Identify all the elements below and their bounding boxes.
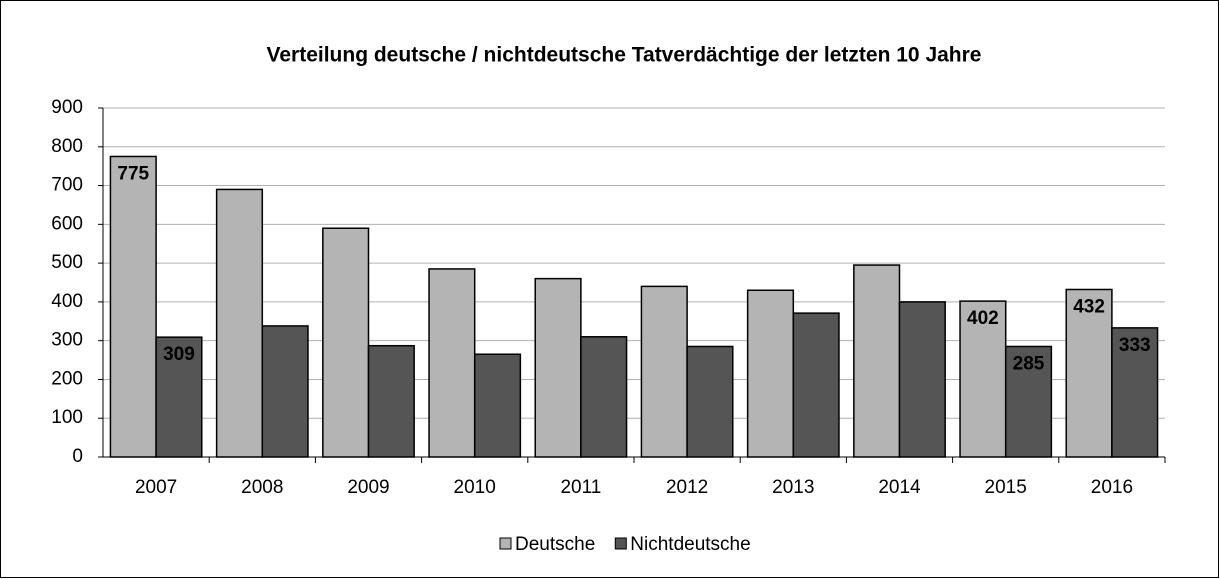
legend-label: Deutsche bbox=[515, 534, 595, 555]
chart-title: Verteilung deutsche / nichtdeutsche Tatv… bbox=[267, 44, 982, 67]
bar bbox=[109, 155, 157, 458]
bar bbox=[686, 345, 734, 458]
x-tick-label: 2012 bbox=[666, 477, 708, 498]
bar bbox=[898, 301, 946, 458]
bar bbox=[473, 353, 522, 458]
x-tick-label: 2011 bbox=[560, 477, 601, 498]
bar bbox=[1065, 288, 1113, 458]
bar bbox=[155, 336, 203, 458]
y-tick-label: 300 bbox=[51, 330, 83, 351]
x-tick-label: 2009 bbox=[347, 477, 389, 498]
bar bbox=[792, 312, 840, 458]
data-label: 432 bbox=[1073, 296, 1105, 317]
data-label: 333 bbox=[1119, 335, 1151, 356]
legend-swatch bbox=[614, 537, 627, 550]
bar bbox=[261, 325, 309, 458]
x-tick-label: 2007 bbox=[135, 477, 177, 498]
x-tick-label: 2008 bbox=[241, 477, 283, 498]
data-label: 402 bbox=[967, 308, 999, 329]
data-label: 775 bbox=[117, 163, 149, 184]
bar bbox=[853, 264, 901, 458]
bar bbox=[746, 289, 795, 458]
data-label: 285 bbox=[1013, 353, 1045, 374]
x-tick-label: 2010 bbox=[454, 477, 496, 498]
bar bbox=[1111, 327, 1159, 458]
y-tick-label: 600 bbox=[51, 213, 83, 234]
x-tick-label: 2016 bbox=[1091, 477, 1133, 498]
y-tick-label: 500 bbox=[51, 252, 83, 273]
y-tick-label: 200 bbox=[51, 368, 83, 389]
bar bbox=[428, 268, 476, 458]
x-tick-label: 2015 bbox=[985, 477, 1027, 498]
bar bbox=[215, 188, 264, 458]
bar bbox=[580, 336, 628, 458]
x-tick-label: 2013 bbox=[772, 477, 814, 498]
y-tick-label: 0 bbox=[72, 446, 83, 467]
y-tick-label: 700 bbox=[51, 175, 83, 196]
bar bbox=[322, 227, 370, 458]
y-tick-label: 400 bbox=[51, 291, 83, 312]
x-tick-label: 2014 bbox=[878, 477, 921, 498]
y-tick-label: 900 bbox=[51, 97, 83, 118]
data-label: 309 bbox=[163, 344, 195, 365]
bar bbox=[640, 285, 688, 458]
bar bbox=[1004, 345, 1053, 458]
y-tick-label: 800 bbox=[51, 136, 83, 157]
y-tick-label: 100 bbox=[51, 407, 83, 428]
legend-swatch bbox=[499, 537, 512, 550]
legend-label: Nichtdeutsche bbox=[630, 534, 750, 555]
bar bbox=[367, 344, 415, 458]
bar bbox=[534, 277, 582, 458]
